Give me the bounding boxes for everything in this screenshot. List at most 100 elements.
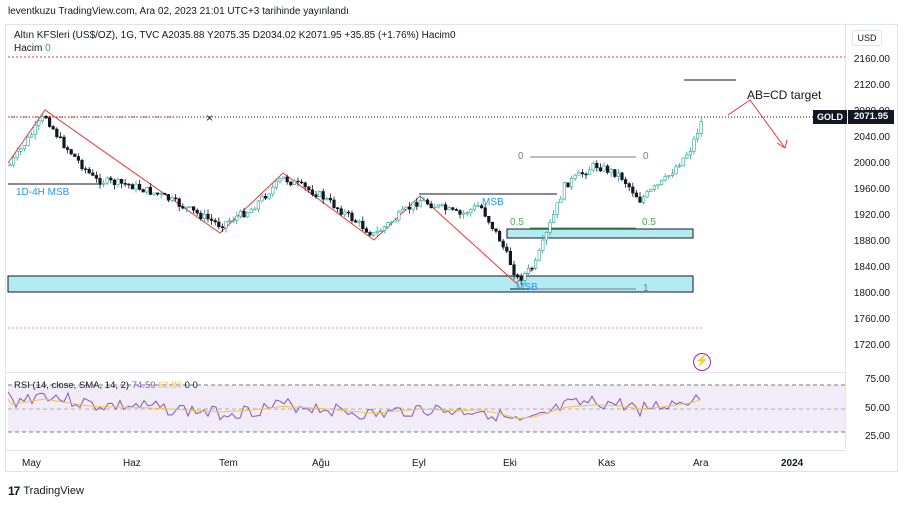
candle-body bbox=[310, 189, 315, 195]
chart-area[interactable] bbox=[5, 24, 898, 472]
candle-body bbox=[156, 192, 160, 195]
candle-body bbox=[436, 204, 441, 208]
rsi-ma-value: 62.80 bbox=[158, 380, 182, 391]
currency-button[interactable]: USD bbox=[852, 30, 882, 46]
abcd-label: AB=CD target bbox=[747, 88, 822, 102]
candle-body bbox=[397, 211, 401, 221]
candle-body bbox=[645, 191, 649, 198]
candle-body bbox=[353, 220, 358, 223]
candle-body bbox=[443, 204, 448, 211]
time-axis[interactable]: May Haz Tem Ağu Eyl Eki Kas Ara 2024 bbox=[5, 450, 845, 472]
volume-legend: Hacim 0 bbox=[14, 43, 51, 54]
time-tick: Ağu bbox=[312, 458, 330, 469]
candle-body bbox=[285, 176, 289, 183]
fib-0-right: 0 bbox=[643, 151, 649, 162]
price-axis[interactable]: 2160.00 2120.00 2080.00 2040.00 2000.00 … bbox=[845, 24, 898, 450]
brand-name: TradingView bbox=[23, 485, 84, 497]
publish-info: leventkuzu TradingView.com, Ara 02, 2023… bbox=[8, 6, 349, 17]
last-price-badge: 2071.95 bbox=[848, 110, 894, 124]
candle-body bbox=[246, 212, 250, 218]
candle-body bbox=[188, 206, 192, 208]
candle-body bbox=[281, 176, 286, 180]
candle-body bbox=[587, 169, 592, 175]
fib-1-label: 1 bbox=[643, 283, 649, 294]
candle-body bbox=[292, 180, 297, 186]
candle-body bbox=[487, 216, 491, 223]
candle-body bbox=[170, 197, 174, 201]
candle-body bbox=[332, 199, 336, 208]
candle-body bbox=[681, 157, 685, 167]
rsi-label: RSI (14, close, SMA, 14, 2) bbox=[14, 380, 130, 391]
candle-body bbox=[98, 178, 102, 185]
price-tick: 1720.00 bbox=[853, 340, 890, 351]
candle-body bbox=[433, 206, 437, 209]
candle-body bbox=[674, 166, 678, 175]
candle-body bbox=[346, 211, 351, 214]
msb-label-left: 1D-4H MSB bbox=[16, 187, 70, 198]
rsi-value: 74.59 bbox=[131, 380, 156, 391]
rsi-legend: RSI (14, close, SMA, 14, 2) 74.59 62.80 … bbox=[14, 380, 198, 391]
candle-body bbox=[458, 210, 462, 215]
candle-body bbox=[260, 195, 264, 202]
candle-body bbox=[440, 204, 444, 207]
alert-bolt-icon[interactable]: ⚡ bbox=[693, 353, 711, 371]
zigzag-line bbox=[7, 109, 535, 284]
candle-body bbox=[55, 128, 59, 138]
supply-zone bbox=[506, 228, 694, 239]
candle-body bbox=[425, 199, 430, 205]
candle-body bbox=[379, 230, 383, 232]
candle-body bbox=[328, 197, 333, 201]
candle-body bbox=[623, 179, 628, 184]
candle-body bbox=[231, 220, 235, 222]
candle-body bbox=[58, 136, 62, 139]
candle-body bbox=[609, 169, 613, 173]
candle-body bbox=[116, 179, 120, 185]
candle-body bbox=[321, 191, 325, 200]
candle-body bbox=[515, 274, 520, 278]
candle-body bbox=[357, 220, 361, 223]
x-marker[interactable]: × bbox=[206, 111, 214, 125]
candle-body bbox=[454, 209, 459, 211]
candle-body bbox=[339, 208, 343, 215]
candle-body bbox=[659, 179, 664, 185]
candle-body bbox=[634, 192, 638, 198]
rsi-band bbox=[8, 385, 845, 432]
candle-body bbox=[37, 120, 41, 126]
candle-body bbox=[555, 202, 559, 215]
candle-body bbox=[138, 183, 142, 190]
candle-body bbox=[274, 180, 279, 188]
pane-separator[interactable] bbox=[5, 372, 845, 373]
candle-body bbox=[404, 206, 408, 210]
time-tick: Eyl bbox=[412, 458, 426, 469]
candle-body bbox=[501, 240, 505, 248]
candle-body bbox=[382, 226, 387, 231]
price-tick: 2120.00 bbox=[853, 80, 890, 91]
candle-body bbox=[551, 214, 556, 223]
candle-body bbox=[577, 172, 581, 176]
candle-body bbox=[652, 185, 656, 190]
candle-body bbox=[8, 164, 12, 167]
candle-body bbox=[123, 183, 127, 185]
candle-body bbox=[508, 250, 513, 266]
candle-body bbox=[620, 172, 624, 180]
candle-body bbox=[210, 218, 214, 221]
candle-body bbox=[249, 208, 253, 213]
candle-body bbox=[559, 198, 563, 204]
candle-body bbox=[541, 239, 545, 251]
candle-body bbox=[127, 183, 131, 186]
footer-brand[interactable]: 17 TradingView bbox=[8, 484, 84, 498]
candle-body bbox=[253, 208, 257, 211]
candle-body bbox=[368, 231, 372, 236]
candle-body bbox=[584, 173, 588, 176]
candle-body bbox=[80, 160, 84, 170]
candle-body bbox=[235, 215, 239, 221]
candle-body bbox=[613, 169, 617, 177]
price-tick: 1760.00 bbox=[853, 314, 890, 325]
candle-body bbox=[62, 136, 66, 148]
candle-body bbox=[66, 147, 70, 150]
candle-body bbox=[638, 196, 642, 203]
candle-body bbox=[465, 212, 469, 215]
candle-body bbox=[530, 267, 534, 270]
candle-body bbox=[649, 189, 653, 192]
candle-body bbox=[483, 207, 487, 217]
